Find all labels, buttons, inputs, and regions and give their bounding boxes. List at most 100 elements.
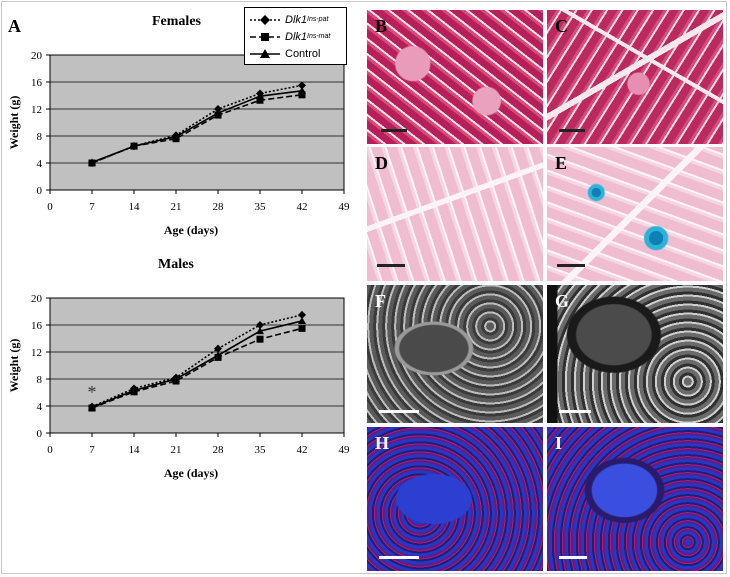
y-tick-label: 12 [31, 347, 42, 359]
data-point-square [256, 96, 264, 104]
data-point-triangle [130, 386, 138, 394]
data-point-triangle [130, 142, 138, 150]
data-point-triangle [172, 375, 180, 382]
y-tick-label: 16 [31, 320, 43, 332]
micrograph-c: C [547, 10, 723, 144]
x-tick-label: 21 [171, 201, 182, 213]
x-axis-label: Age (days) [164, 223, 218, 237]
data-point-square [298, 324, 306, 332]
females-chart-title: Females [152, 14, 201, 29]
data-point-triangle [298, 316, 306, 324]
x-axis-label: Age (days) [164, 466, 218, 480]
x-tick-label: 28 [213, 201, 225, 213]
micrograph-f-label: F [375, 291, 386, 311]
micrograph-i: I [547, 427, 723, 571]
micrograph-d-label: D [375, 153, 388, 173]
y-axis-label: Weight (g) [7, 96, 21, 150]
legend-control-label: Control [285, 47, 321, 60]
y-tick-label: 4 [37, 158, 43, 170]
data-point-diamond [298, 81, 306, 90]
x-tick-label: 35 [255, 444, 267, 456]
scale-bar [379, 410, 419, 413]
data-point-triangle [172, 132, 180, 140]
micrograph-b: B [367, 10, 543, 144]
micrograph-c-label: C [555, 16, 568, 36]
x-tick-label: 0 [47, 201, 53, 213]
plot-area [49, 297, 345, 434]
significance-asterisk: * [88, 382, 97, 402]
legend-mat-sup: Ins-mat [307, 33, 331, 40]
y-tick-label: 16 [31, 77, 43, 89]
scale-bar [381, 129, 407, 132]
scale-bar [379, 556, 419, 559]
data-point-triangle [214, 351, 222, 359]
y-tick-label: 8 [37, 131, 43, 143]
scale-bar [557, 264, 585, 267]
legend-mat-swatch [250, 32, 280, 41]
y-axis-label: Weight (g) [7, 339, 21, 393]
data-point-triangle [256, 327, 264, 335]
data-point-triangle [88, 403, 96, 411]
data-point-triangle [256, 92, 264, 100]
y-tick-label: 0 [37, 428, 43, 440]
data-point-diamond [256, 321, 264, 329]
data-point-diamond [214, 344, 222, 353]
data-point-triangle [88, 158, 96, 166]
y-tick-label: 12 [31, 104, 42, 116]
micrograph-e: E [547, 147, 723, 281]
series-line-triangle [91, 89, 303, 164]
legend-pat-sup: Ins-pat [307, 16, 329, 23]
legend-mat-label: Dlk1 [285, 30, 308, 43]
legend-pat-swatch [250, 14, 280, 25]
females-weight-chart: 0 4 8 12 16 20 0 7 14 21 28 35 42 49 Age (days) Weight … [7, 50, 351, 237]
y-tick-label: 8 [37, 374, 43, 386]
x-tick-label: 7 [89, 201, 95, 213]
data-point-square [256, 335, 264, 343]
micrograph-g-label: G [555, 291, 570, 311]
data-point-triangle [214, 109, 222, 117]
x-tick-label: 42 [297, 444, 308, 456]
data-point-diamond [214, 105, 222, 113]
panel-a-label: A [8, 16, 21, 36]
legend-pat-label: Dlk1 [285, 13, 308, 26]
x-tick-label: 14 [129, 201, 141, 213]
data-point-diamond [298, 310, 306, 319]
micrograph-b-label: B [375, 16, 388, 36]
scale-bar [559, 556, 587, 559]
legend-entry-control: Control [249, 45, 320, 62]
x-tick-label: 14 [129, 444, 141, 456]
scale-bar [559, 410, 591, 413]
x-tick-label: 42 [297, 201, 308, 213]
x-tick-label: 49 [339, 201, 351, 213]
micrograph-h: H [367, 427, 543, 571]
x-tick-label: 21 [171, 444, 182, 456]
scale-bar [559, 129, 585, 132]
micrograph-e-label: E [555, 153, 568, 173]
x-tick-label: 35 [255, 201, 267, 213]
y-tick-label: 20 [31, 293, 43, 305]
x-tick-label: 7 [89, 444, 95, 456]
micrograph-f: F [367, 285, 543, 423]
males-chart-title: Males [158, 257, 194, 272]
legend-entry-pat: Dlk1 Ins-pat [249, 11, 328, 28]
y-tick-label: 0 [37, 185, 43, 197]
data-point-square [298, 91, 306, 99]
chart-legend: Dlk1 Ins-pat Dlk1 Ins-mat Control [244, 7, 347, 65]
series-line-triangle [91, 320, 303, 409]
x-tick-label: 49 [339, 444, 351, 456]
micrograph-g: G [547, 285, 723, 423]
micrograph-d: D [367, 147, 543, 281]
legend-control-swatch [250, 48, 280, 58]
legend-entry-mat: Dlk1 Ins-mat [249, 28, 330, 45]
x-tick-label: 28 [213, 444, 225, 456]
scale-bar [377, 264, 405, 267]
micrograph-h-label: H [375, 433, 390, 453]
micrograph-i-label: I [555, 433, 563, 453]
x-tick-label: 0 [47, 444, 53, 456]
data-point-triangle [298, 86, 306, 94]
y-tick-label: 4 [37, 401, 43, 413]
series-line-square [91, 327, 303, 409]
y-tick-label: 20 [31, 50, 43, 62]
males-weight-chart: 0 4 8 12 16 20 0 7 14 21 28 35 42 49 Age (days) Weight … [7, 293, 351, 480]
